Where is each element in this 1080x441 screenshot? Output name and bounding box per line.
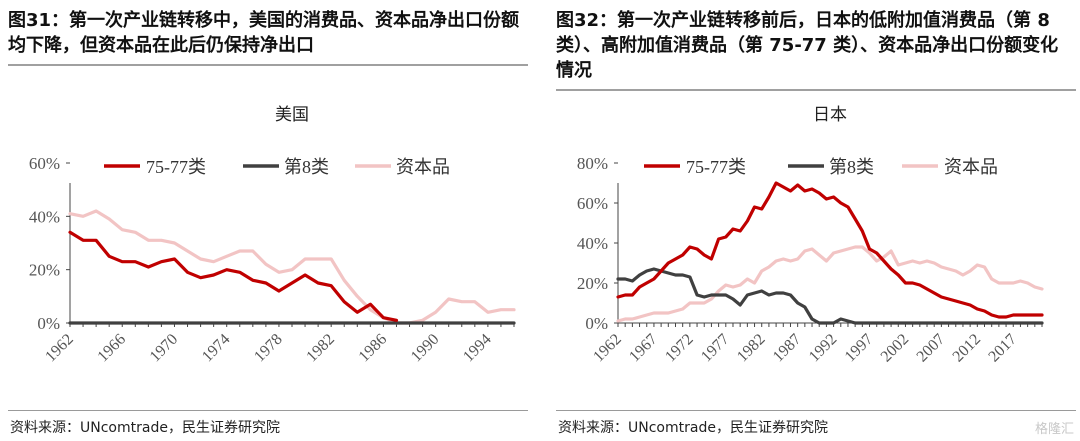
japan-line-chart: 日本 0% 20% 40% 60% 80% 1962 1967 1972 1977 1982 1987…: [577, 105, 1044, 366]
legend-label-series-category-8: 第8类: [284, 157, 329, 177]
legend-label-series-75-77: 75-77类: [146, 157, 206, 177]
y-tick-label: 0%: [585, 314, 608, 333]
title-divider: [8, 64, 528, 66]
x-tick-label: 1992: [806, 331, 841, 366]
x-tick-label: 1967: [626, 331, 661, 366]
x-tick-label: 1966: [94, 331, 129, 366]
x-tick-label: 2007: [914, 331, 949, 366]
y-tick-label: 60%: [29, 154, 60, 173]
series-75-77-line: [616, 181, 1044, 319]
y-tick-label: 20%: [29, 261, 60, 280]
source-note: 资料来源：UNcomtrade，民生证券研究院: [558, 420, 828, 436]
legend-label-series-75-77: 75-77类: [686, 157, 746, 177]
figure-panel-right: 图32：第一次产业链转移前后，日本的低附加值消费品（第 8 类）、高附加值消费品…: [556, 0, 1080, 441]
source-note: 资料来源：UNcomtrade，民生证券研究院: [10, 420, 280, 436]
watermark-logo: 格隆汇: [1034, 422, 1074, 437]
x-tick-label: 1962: [42, 331, 77, 366]
figure-panel-left: 图31：第一次产业链转移中，美国的消费品、资本品净出口份额均下降，但资本品在此后…: [8, 0, 536, 441]
series-75-77-line: [68, 230, 399, 322]
legend-label-series-category-8: 第8类: [829, 157, 874, 177]
series-category-8-line: [616, 267, 1044, 325]
x-tick-label: 1982: [303, 331, 338, 366]
chart-title: 日本: [813, 105, 847, 124]
x-tick-label: 1994: [460, 331, 495, 366]
x-tick-label: 1986: [356, 331, 391, 366]
y-tick-label: 20%: [577, 274, 608, 293]
source-divider: [556, 410, 1076, 411]
x-tick-label: 1990: [408, 331, 443, 366]
x-tick-label: 1962: [590, 331, 625, 366]
us-line-chart: 美国 0% 20% 40% 60% 1962 1966 1970 1974 1978 1982 198…: [29, 105, 516, 366]
x-tick-label: 2017: [985, 331, 1020, 366]
x-tick-label: 1997: [842, 331, 877, 366]
x-tick-label: 1970: [147, 331, 182, 366]
x-tick-label: 1972: [662, 331, 697, 366]
x-tick-label: 1978: [251, 331, 286, 366]
y-tick-label: 40%: [577, 234, 608, 253]
x-tick-label: 1987: [770, 331, 805, 366]
x-tick-label: 1974: [199, 331, 234, 366]
legend-label-series-capital-goods: 资本品: [396, 157, 450, 177]
figure-title: 图31：第一次产业链转移中，美国的消费品、资本品净出口份额均下降，但资本品在此后…: [8, 10, 520, 56]
x-tick-label: 1977: [698, 331, 733, 366]
y-tick-label: 80%: [577, 154, 608, 173]
y-tick-label: 0%: [37, 314, 60, 333]
x-tick-label: 2002: [878, 331, 913, 366]
source-divider: [8, 410, 528, 411]
series-capital-goods-line: [616, 245, 1044, 323]
x-tick-label: 2012: [950, 331, 985, 366]
chart-title: 美国: [275, 105, 309, 124]
x-tick-label: 1982: [734, 331, 769, 366]
title-divider: [556, 89, 1076, 91]
figure-title: 图32：第一次产业链转移前后，日本的低附加值消费品（第 8 类）、高附加值消费品…: [556, 10, 1059, 81]
y-tick-label: 40%: [29, 207, 60, 226]
legend-label-series-capital-goods: 资本品: [944, 157, 998, 177]
series-capital-goods-line: [68, 209, 516, 325]
y-tick-label: 60%: [577, 194, 608, 213]
